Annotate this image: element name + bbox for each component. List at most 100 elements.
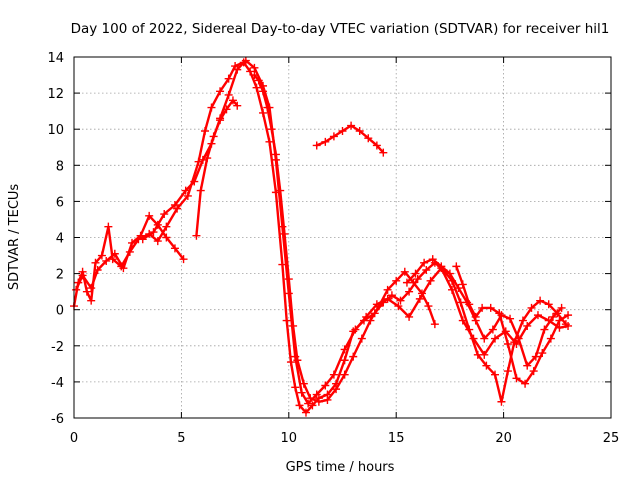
data-point (396, 296, 405, 305)
data-point (491, 334, 500, 343)
data-point (299, 379, 308, 388)
data-point (480, 334, 489, 343)
data-point (293, 356, 302, 365)
data-point (531, 352, 540, 361)
series-arc-5 (253, 73, 437, 403)
y-tick-label: 10 (47, 123, 64, 138)
tick-labels: 0 5 10 15 20 25 -6 -4 -2 0 2 4 6 8 10 12 14 (47, 51, 619, 446)
data-point (486, 303, 495, 312)
data-point (488, 325, 497, 334)
data-point (97, 251, 106, 260)
data-point (437, 262, 446, 271)
data-point (536, 296, 545, 305)
data-point (224, 74, 233, 83)
data-point (482, 361, 491, 370)
data-point (321, 137, 330, 146)
data-point (351, 325, 360, 334)
data-point (102, 256, 111, 265)
data-point (170, 201, 179, 210)
y-tick-label: -6 (51, 412, 64, 427)
data-point (564, 321, 573, 330)
data-point (454, 284, 463, 293)
y-tick-label: 2 (56, 268, 64, 283)
data-point (445, 269, 454, 278)
data-point (190, 177, 199, 186)
data-point (362, 312, 371, 321)
data-point (233, 65, 242, 74)
data-point (347, 121, 356, 130)
data-point (379, 148, 388, 157)
data-point (267, 125, 276, 134)
data-point (332, 385, 341, 394)
data-point (523, 361, 532, 370)
data-point (153, 237, 162, 246)
series-arc-4 (195, 99, 239, 237)
data-point (546, 334, 555, 343)
data-point (265, 137, 274, 146)
data-point (402, 278, 411, 287)
data-point (104, 222, 113, 231)
data-point (297, 388, 306, 397)
data-point (291, 383, 300, 392)
data-point (375, 302, 384, 311)
data-point (458, 280, 467, 289)
y-axis-label: SDTVAR / TECUs (7, 184, 22, 291)
data-point (338, 127, 347, 136)
y-tick-label: 8 (56, 159, 64, 174)
data-point (549, 312, 558, 321)
data-point (329, 370, 338, 379)
x-tick-label: 20 (495, 431, 512, 446)
data-point (162, 233, 171, 242)
data-point (555, 316, 564, 325)
y-tick-label: 0 (56, 304, 64, 319)
data-point (259, 87, 268, 96)
data-point (183, 191, 192, 200)
data-point (306, 394, 315, 403)
data-point (282, 316, 291, 325)
data-point (329, 132, 338, 141)
data-point (413, 275, 422, 284)
data-point (420, 258, 429, 267)
data-point (181, 186, 190, 195)
series-arc-6 (315, 124, 385, 154)
y-tick-label: 6 (56, 195, 64, 210)
data-point (503, 339, 512, 348)
data-point (110, 249, 119, 258)
data-point (506, 314, 515, 323)
data-point (366, 316, 375, 325)
data-point (469, 334, 478, 343)
data-point (478, 303, 487, 312)
data-point (428, 255, 437, 264)
data-point (514, 334, 523, 343)
data-point (417, 289, 426, 298)
data-point (145, 211, 154, 220)
data-point (495, 309, 504, 318)
x-tick-label: 0 (70, 431, 78, 446)
data-point (93, 265, 102, 274)
data-point (523, 321, 532, 330)
data-point (564, 311, 573, 320)
data-point (138, 235, 147, 244)
data-point (415, 294, 424, 303)
data-point (72, 285, 81, 294)
gridlines (74, 57, 611, 418)
data-point (276, 186, 285, 195)
data-point (91, 258, 100, 267)
data-point (228, 96, 237, 105)
data-point (216, 116, 225, 125)
data-point (355, 127, 364, 136)
data-point (254, 76, 263, 85)
data-point (529, 367, 538, 376)
data-point (216, 87, 225, 96)
y-tick-label: 12 (47, 87, 64, 102)
data-point (424, 302, 433, 311)
data-point (480, 350, 489, 359)
data-point (538, 349, 547, 358)
x-axis-label: GPS time / hours (286, 460, 395, 475)
data-point (162, 222, 171, 231)
data-point (518, 316, 527, 325)
data-point (448, 285, 457, 294)
data-point (471, 312, 480, 321)
data-point (286, 358, 295, 367)
